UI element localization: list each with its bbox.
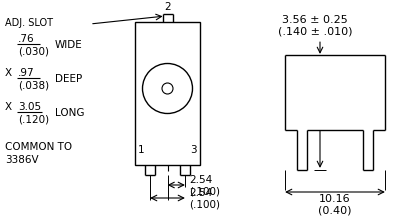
Text: X: X	[5, 102, 12, 112]
Text: (0.40): (0.40)	[318, 205, 352, 215]
Text: ADJ. SLOT: ADJ. SLOT	[5, 18, 53, 28]
Text: 10.16: 10.16	[319, 194, 351, 204]
Text: 2.54: 2.54	[189, 188, 212, 198]
Text: .76: .76	[18, 34, 35, 44]
Text: LONG: LONG	[55, 108, 84, 118]
Text: WIDE: WIDE	[55, 40, 83, 50]
Text: 3.56 ± 0.25: 3.56 ± 0.25	[282, 15, 348, 25]
Text: DEEP: DEEP	[55, 74, 82, 84]
Text: (.100): (.100)	[189, 186, 220, 196]
Circle shape	[162, 83, 173, 94]
Text: (.140 ± .010): (.140 ± .010)	[278, 27, 352, 37]
Circle shape	[142, 63, 192, 114]
Text: COMMON TO: COMMON TO	[5, 142, 72, 152]
Text: (.038): (.038)	[18, 80, 49, 90]
Text: 2.54: 2.54	[189, 175, 212, 185]
Text: X: X	[5, 68, 12, 78]
Text: 3: 3	[190, 145, 197, 155]
Text: 3.05: 3.05	[18, 102, 41, 112]
Text: 2: 2	[164, 2, 171, 12]
Text: 1: 1	[138, 145, 145, 155]
FancyBboxPatch shape	[135, 22, 200, 165]
Text: 3386V: 3386V	[5, 155, 39, 165]
Text: (.120): (.120)	[18, 114, 49, 124]
Text: (.100): (.100)	[189, 199, 220, 209]
Text: .97: .97	[18, 68, 35, 78]
Text: (.030): (.030)	[18, 46, 49, 56]
